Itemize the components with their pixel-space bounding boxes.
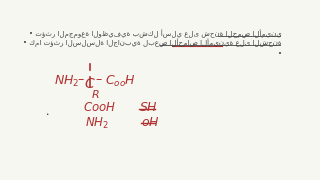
Text: $\mathit{SH}$: $\mathit{SH}$ (139, 101, 158, 114)
Text: •: • (278, 51, 282, 57)
Text: • تؤثر المجموعة الوظيفية بشكل أسلي على شحنة الحمض الأميني: • تؤثر المجموعة الوظيفية بشكل أسلي على ش… (29, 29, 282, 38)
Text: $\mathit{NH_2}$: $\mathit{NH_2}$ (54, 74, 79, 89)
Text: $\mathit{C_{oo}H}$: $\mathit{C_{oo}H}$ (105, 74, 136, 89)
Text: $\mathit{NH_2}$: $\mathit{NH_2}$ (85, 116, 109, 131)
Text: $\mathit{C}$: $\mathit{C}$ (84, 77, 95, 91)
Text: –: – (77, 73, 84, 86)
Text: • كما تؤثر السلسلة الجانبية لبعض الأحماض الأمينية على الشحنة: • كما تؤثر السلسلة الجانبية لبعض الأحماض… (23, 39, 282, 47)
Text: $\mathit{R}$: $\mathit{R}$ (91, 88, 100, 100)
Text: $\mathit{oH}$: $\mathit{oH}$ (141, 116, 159, 129)
Text: •: • (45, 112, 48, 118)
Text: –: – (96, 73, 102, 86)
Text: $\mathit{CooH}$: $\mathit{CooH}$ (83, 101, 116, 114)
